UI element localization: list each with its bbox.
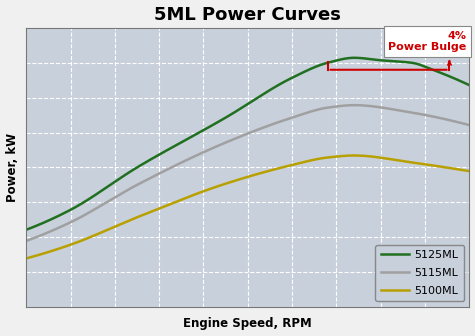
- X-axis label: Engine Speed, RPM: Engine Speed, RPM: [183, 318, 312, 330]
- Legend: 5125ML, 5115ML, 5100ML: 5125ML, 5115ML, 5100ML: [375, 245, 464, 301]
- 5125ML: [466, 83, 472, 87]
- 5125ML: [102, 187, 107, 191]
- 5100ML: [23, 256, 29, 260]
- 5125ML: [319, 62, 325, 67]
- 5125ML: [224, 115, 229, 119]
- 5100ML: [358, 154, 363, 158]
- 5100ML: [351, 154, 357, 158]
- 5125ML: [137, 164, 143, 168]
- 5100ML: [319, 156, 325, 160]
- 5100ML: [137, 214, 143, 218]
- 5115ML: [285, 117, 290, 121]
- 5100ML: [102, 229, 107, 233]
- 5115ML: [23, 239, 29, 243]
- Line: 5125ML: 5125ML: [26, 58, 469, 230]
- 5115ML: [137, 181, 143, 185]
- 5115ML: [351, 103, 357, 107]
- Line: 5115ML: 5115ML: [26, 105, 469, 241]
- Text: 4%
Power Bulge: 4% Power Bulge: [389, 31, 466, 52]
- 5100ML: [224, 181, 229, 185]
- 5115ML: [224, 140, 229, 144]
- 5115ML: [319, 107, 325, 111]
- 5100ML: [466, 169, 472, 173]
- 5115ML: [466, 123, 472, 127]
- 5100ML: [285, 164, 290, 168]
- 5125ML: [358, 56, 363, 60]
- Title: 5ML Power Curves: 5ML Power Curves: [154, 6, 341, 24]
- 5125ML: [351, 56, 357, 60]
- 5125ML: [23, 228, 29, 232]
- 5115ML: [102, 201, 107, 205]
- 5125ML: [285, 78, 290, 82]
- Y-axis label: Power, kW: Power, kW: [6, 133, 19, 202]
- 5115ML: [358, 103, 363, 107]
- Line: 5100ML: 5100ML: [26, 156, 469, 258]
